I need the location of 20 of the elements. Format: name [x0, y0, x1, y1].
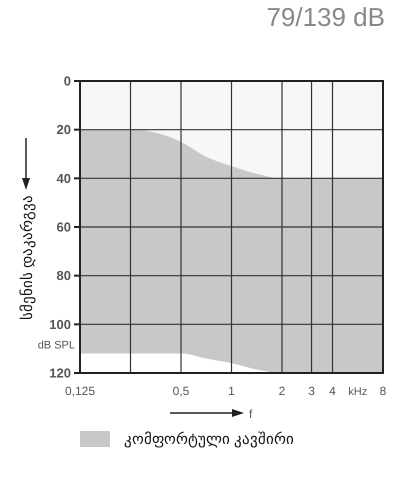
- x-tick-label: 4: [329, 384, 336, 398]
- text: dB SPL: [38, 339, 75, 352]
- y-tick-label: 80: [56, 268, 71, 284]
- y-tick-label: 40: [56, 170, 71, 186]
- y-tick-label: 60: [56, 220, 71, 235]
- legend-label: კომფორტული კავშირი: [124, 431, 294, 448]
- x-tick-label: 2: [278, 384, 286, 398]
- y-tick-label: 120: [49, 366, 71, 381]
- x-tick-label: 3: [308, 384, 316, 398]
- x-axis-title: f: [249, 407, 253, 421]
- y-tick-label: 20: [56, 122, 71, 138]
- x-tick-label: 0,125: [64, 384, 96, 398]
- x-tick-label: 1: [228, 384, 236, 398]
- x-tick-label: 8: [380, 384, 387, 398]
- x-tick-label: 0,5: [172, 384, 190, 398]
- y-tick-label: 0: [64, 74, 71, 89]
- y-axis-title: სმენის დაკარგვა: [19, 195, 36, 320]
- y-tick-label: 100: [49, 316, 71, 332]
- text: kHz: [348, 386, 368, 398]
- chart-title: 79/139 dB: [266, 2, 385, 32]
